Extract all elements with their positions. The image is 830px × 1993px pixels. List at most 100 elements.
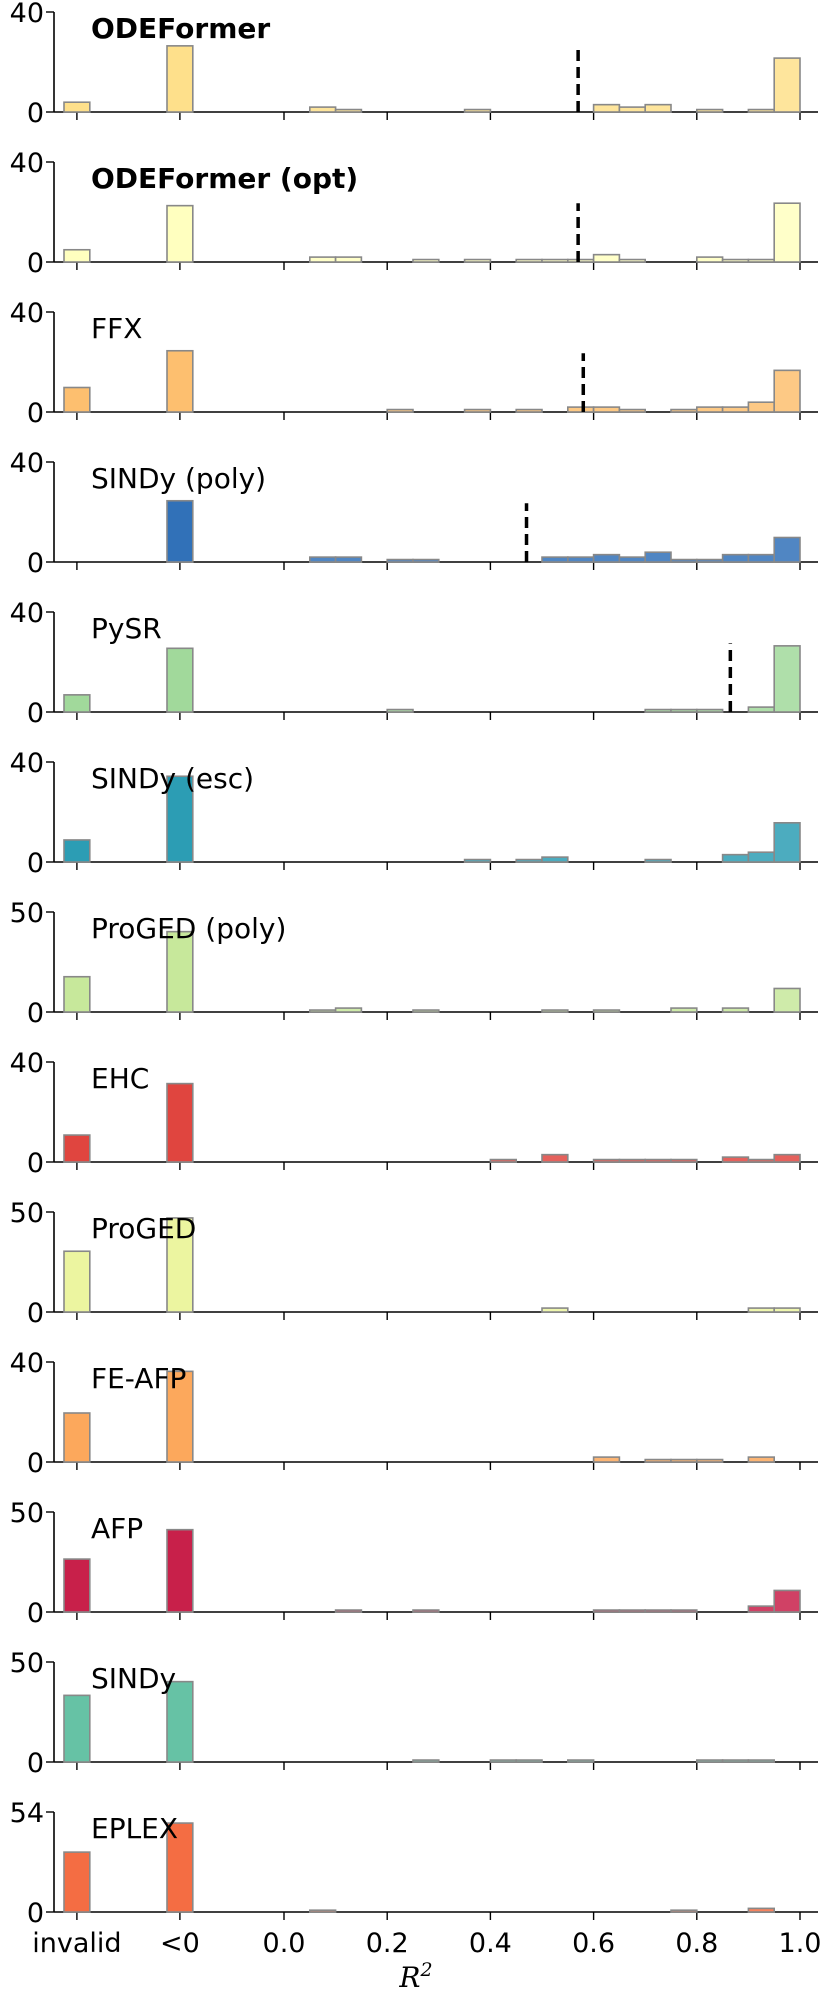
bar-0-85-0-90 [721,553,750,563]
bar-0 [166,775,194,863]
bar-invalid [63,1134,91,1163]
bar-0-95-1-00 [773,1589,801,1613]
bar-0 [166,204,194,263]
x-tick-label: 0.2 [366,1928,409,1959]
panel-title: AFP [91,1512,143,1545]
bar-0 [166,1822,194,1913]
bar-0-35-0-40 [463,858,492,863]
panel-title: FFX [91,312,142,345]
bar-invalid [63,386,91,413]
histogram-panels: 40 0 ODEFormer 40 0 ODEFormer (opt) 40 0 FFX 40 0 S… [10,0,818,1929]
panel-title: FE-AFP [91,1362,186,1395]
x-axis-label: R2 [398,1959,432,1993]
bar-0 [166,499,194,563]
panel-title: EPLEX [91,1812,178,1845]
bar-0-95-1-00 [773,369,801,413]
bar-0-50-0-55 [541,1153,569,1163]
y-tick-label: 50 [10,898,44,929]
bar-0 [166,647,194,713]
bar-0 [166,349,194,413]
bar-0-10-0-15 [334,1007,363,1013]
bar-0-10-0-15 [334,1609,363,1613]
bar-0-95-1-00 [773,202,801,263]
panel-pysr: 40 0 PySR [10,598,818,729]
y-tick-label: 0 [27,1148,44,1179]
bar-0-65-0-70 [618,1609,647,1613]
bar-invalid [63,1250,91,1313]
bar-0-05-0-10 [308,556,337,563]
bar-0-50-0-55 [541,1307,569,1313]
bar-0-95-1-00 [773,987,801,1013]
bar-0-35-0-40 [463,408,492,413]
panel-title: ODEFormer [91,12,270,45]
y-tick-label: 40 [10,448,44,479]
bar-0-90-0-95 [747,1158,776,1163]
panel-ehc: 40 0 EHC [10,1048,818,1179]
bar-0-85-0-90 [721,258,750,263]
panel-title: SINDy [91,1662,176,1695]
x-axis-label-base: R [398,1961,420,1993]
bar-0-35-0-40 [463,108,492,113]
x-tick-label: invalid [32,1928,121,1959]
bar-0-70-0-75 [644,708,672,713]
bar-0-35-0-40 [463,258,492,263]
bar-0 [166,1082,194,1163]
bar-0-60-0-65 [592,406,621,413]
bar-0-10-0-15 [334,108,363,113]
panel-title: ProGED [91,1212,196,1245]
panel-title: ODEFormer (opt) [91,162,358,195]
y-tick-label: 40 [10,0,44,29]
y-tick-label: 54 [10,1798,44,1829]
bar-0-60-0-65 [592,1009,621,1013]
bar-0-10-0-15 [334,556,363,563]
bar-invalid [63,975,91,1013]
bar-0-40-0-45 [489,1158,517,1163]
bar-0-45-0-50 [515,408,543,413]
bar-0-65-0-70 [618,1158,647,1163]
y-tick-label: 40 [10,598,44,629]
bar-0-60-0-65 [592,1158,621,1163]
bar-0-65-0-70 [618,408,647,413]
bar-0-90-0-95 [747,1759,776,1763]
bar-0 [166,1680,194,1763]
y-tick-label: 0 [27,848,44,879]
bar-0-55-0-60 [566,1759,595,1763]
panel-sindy-poly: 40 0 SINDy (poly) [10,448,818,579]
bar-0-70-0-75 [644,858,672,863]
y-tick-label: 40 [10,298,44,329]
bar-0-95-1-00 [773,1307,801,1313]
bar-0-60-0-65 [592,1609,621,1613]
panel-proged: 50 0 ProGED [10,1198,818,1329]
bar-0-90-0-95 [747,108,776,113]
bar-0 [166,930,194,1013]
bar-0-05-0-10 [308,256,337,263]
bar-0-20-0-25 [386,408,414,413]
bar-0 [166,45,194,113]
y-tick-label: 0 [27,1598,44,1629]
bar-0-70-0-75 [644,103,672,113]
bar-0-75-0-80 [670,708,698,713]
panel-afp: 50 0 AFP [10,1498,818,1629]
x-axis-label-superscript: 2 [420,1959,433,1981]
panel-fe-afp: 40 0 FE-AFP [10,1348,818,1479]
panel-title: SINDy (esc) [91,762,254,795]
bar-invalid [63,839,91,863]
bar-0-05-0-10 [308,106,337,113]
bar-0-70-0-75 [644,1458,672,1463]
bar-0-80-0-85 [695,558,724,563]
bar-0-90-0-95 [747,1307,776,1313]
bar-0-50-0-55 [541,1009,569,1013]
panel-eplex: 54 0 EPLEX [10,1798,818,1929]
x-tick-label: 0.8 [675,1928,718,1959]
bar-0-50-0-55 [541,556,569,563]
y-tick-label: 0 [27,548,44,579]
panel-title: ProGED (poly) [91,912,286,945]
bar-0 [166,1528,194,1613]
bar-0-95-1-00 [773,645,801,713]
bar-0-80-0-85 [695,1759,724,1763]
bar-0-65-0-70 [618,106,647,113]
bar-0-80-0-85 [695,256,724,263]
bar-0-80-0-85 [695,1458,724,1463]
bar-0-85-0-90 [721,1007,750,1013]
bar-0-05-0-10 [308,1009,337,1013]
